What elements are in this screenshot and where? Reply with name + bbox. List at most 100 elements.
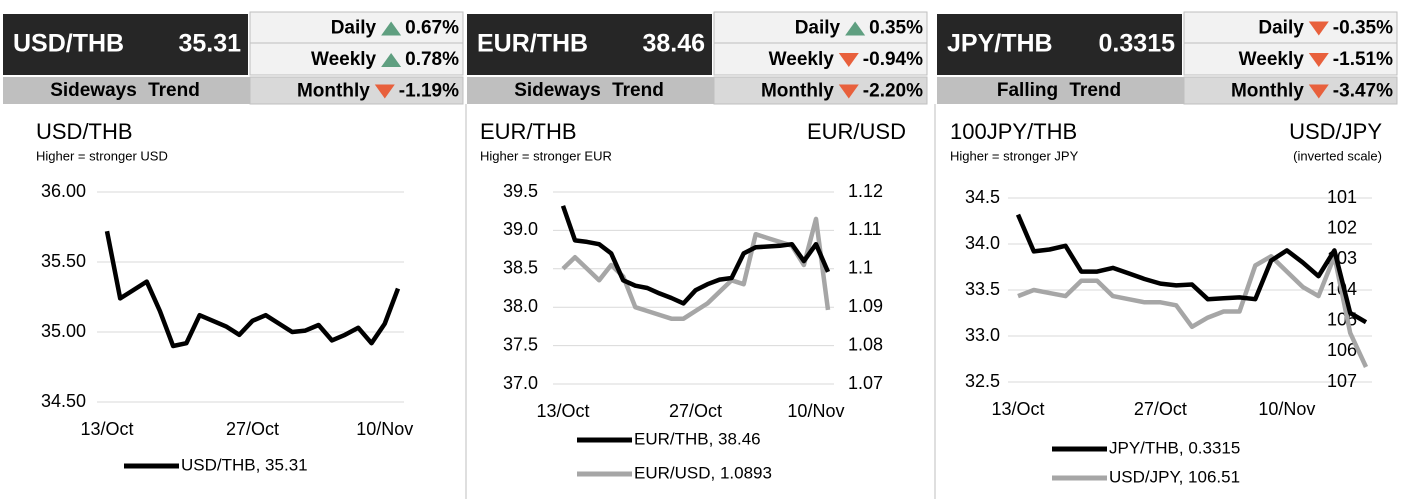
up-arrow (381, 21, 402, 36)
y-tick-label: 34.50 (41, 391, 86, 411)
y2-title: EUR/USD (807, 119, 906, 144)
y-tick-label: 39.0 (503, 219, 538, 239)
pair-name: JPY/THB (947, 30, 1053, 58)
pair-name: EUR/THB (477, 30, 588, 58)
change-cell (1183, 42, 1398, 76)
rate-box (3, 14, 248, 75)
down-arrow (1308, 84, 1329, 99)
y-tick-label: 39.5 (503, 181, 538, 201)
change-value: -0.94% (863, 49, 923, 70)
y2-tick-label: 1.1 (848, 258, 873, 278)
change-period: Weekly (769, 49, 835, 70)
change-cell (713, 42, 928, 76)
y2-tick-label: 1.12 (848, 181, 883, 201)
y-tick-label: 36.00 (41, 181, 86, 201)
y2-title: USD/JPY (1289, 119, 1382, 144)
y-tick-label: 34.0 (965, 233, 1000, 253)
x-tick-label: 10/Nov (356, 419, 413, 439)
x-tick-label: 10/Nov (787, 401, 844, 421)
change-value: 0.35% (869, 18, 923, 39)
y2-tick-label: 106 (1327, 340, 1357, 360)
pair-name: USD/THB (13, 30, 124, 58)
legend-label: EUR/THB, 38.46 (634, 429, 761, 448)
change-cell (713, 11, 928, 44)
chart-title: 100JPY/THB (950, 119, 1077, 144)
series-line (104, 230, 401, 349)
rate: 0.3315 (1099, 30, 1176, 58)
y-tick-label: 34.5 (965, 187, 1000, 207)
chart-title: EUR/THB (480, 119, 577, 144)
y-tick-label: 38.0 (503, 296, 538, 316)
chart-subtitle: Higher = stronger USD (36, 148, 168, 163)
down-arrow (1308, 21, 1329, 36)
change-value: 0.78% (405, 49, 459, 70)
change-cell (249, 42, 464, 76)
chart-title: USD/THB (36, 119, 133, 144)
change-cell (1183, 76, 1398, 105)
change-period: Daily (1258, 18, 1304, 39)
x-tick-label: 13/Oct (80, 419, 133, 439)
x-tick-label: 27/Oct (1134, 399, 1187, 419)
rate-box (937, 14, 1182, 75)
change-period: Daily (331, 18, 377, 39)
series-line (560, 205, 831, 306)
down-arrow (838, 84, 859, 99)
y-tick-label: 33.5 (965, 279, 1000, 299)
trend: Sideways Trend (514, 80, 664, 101)
change-cell (249, 11, 464, 44)
change-value: -1.51% (1333, 49, 1393, 70)
y-tick-label: 37.0 (503, 373, 538, 393)
change-value: 0.67% (405, 18, 459, 39)
change-period: Weekly (311, 49, 377, 70)
y-tick-label: 33.0 (965, 325, 1000, 345)
x-tick-label: 13/Oct (991, 399, 1044, 419)
y-tick-label: 35.50 (41, 251, 86, 271)
series-line (1017, 254, 1369, 368)
y2-tick-label: 101 (1327, 187, 1357, 207)
y2-tick-label: 107 (1327, 371, 1357, 391)
x-tick-label: 27/Oct (669, 401, 722, 421)
y-tick-label: 37.5 (503, 334, 538, 354)
y2-tick-label: 1.07 (848, 373, 883, 393)
x-tick-label: 27/Oct (226, 419, 279, 439)
legend-label: USD/THB, 35.31 (181, 455, 308, 474)
trend: Sideways Trend (50, 80, 200, 101)
change-period: Monthly (1231, 81, 1304, 102)
up-arrow (381, 53, 402, 67)
rate: 38.46 (642, 30, 705, 58)
change-cell (713, 76, 928, 105)
down-arrow (374, 84, 395, 99)
down-arrow (1308, 53, 1329, 67)
trend: Falling Trend (997, 80, 1121, 101)
change-value: -3.47% (1333, 81, 1393, 102)
legend-label: EUR/USD, 1.0893 (634, 463, 772, 482)
y2-tick-label: 102 (1327, 217, 1357, 237)
down-arrow (838, 53, 859, 67)
change-value: -0.35% (1333, 18, 1393, 39)
x-tick-label: 10/Nov (1258, 399, 1315, 419)
series-line (1015, 213, 1368, 325)
chart-subtitle: Higher = stronger EUR (480, 148, 612, 163)
change-period: Monthly (297, 81, 370, 102)
chart-subtitle: Higher = stronger JPY (950, 148, 1079, 163)
rate: 35.31 (178, 30, 241, 58)
change-value: -2.20% (863, 81, 923, 102)
y-tick-label: 32.5 (965, 371, 1000, 391)
rate-box (467, 14, 712, 75)
y2-subtitle: (inverted scale) (1293, 148, 1382, 163)
change-value: -1.19% (399, 81, 459, 102)
legend-label: JPY/THB, 0.3315 (1109, 438, 1240, 457)
change-period: Daily (795, 18, 841, 39)
y2-tick-label: 1.11 (848, 219, 882, 239)
up-arrow (845, 21, 866, 36)
x-tick-label: 13/Oct (536, 401, 589, 421)
change-period: Monthly (761, 81, 834, 102)
change-period: Weekly (1239, 49, 1305, 70)
y2-tick-label: 1.08 (848, 334, 883, 354)
y-tick-label: 35.00 (41, 321, 86, 341)
y2-tick-label: 1.09 (848, 296, 883, 316)
change-cell (249, 76, 464, 105)
y-tick-label: 38.5 (503, 258, 538, 278)
legend-label: USD/JPY, 106.51 (1109, 467, 1240, 486)
